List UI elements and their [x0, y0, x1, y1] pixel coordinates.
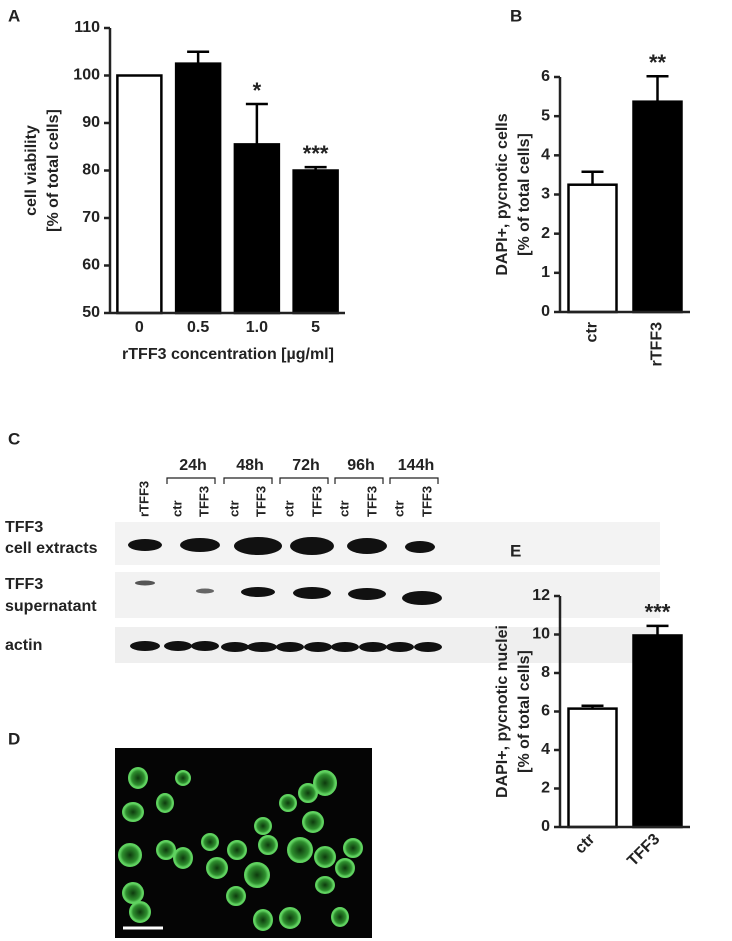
annotation: *** [645, 600, 671, 625]
timepoint-label: 72h [292, 457, 320, 474]
x-tick-label: 0 [135, 319, 144, 336]
panel-label: D [8, 729, 20, 748]
y-tick-label: 2 [541, 780, 550, 797]
y-tick-label: 70 [82, 209, 100, 226]
lane-label: TFF3 [364, 486, 379, 517]
lane-label: ctr [281, 500, 296, 517]
row-label: actin [5, 637, 42, 654]
y-tick-label: 80 [82, 162, 100, 179]
y-axis-label: [% of total cells] [45, 109, 62, 232]
y-tick-label: 12 [532, 587, 550, 604]
y-tick-label: 90 [82, 114, 100, 131]
bar [567, 183, 618, 314]
row-label: cell extracts [5, 540, 98, 557]
row-label: TFF3 [5, 519, 43, 536]
x-tick-label: ctr [572, 831, 598, 857]
timepoint-bracket [389, 477, 439, 484]
micrograph [115, 748, 372, 938]
y-tick-label: 5 [541, 107, 550, 124]
timepoint-bracket [279, 477, 329, 484]
timepoint-label: 96h [347, 457, 375, 474]
x-tick-label: 1.0 [246, 319, 268, 336]
x-tick-label: 5 [311, 319, 320, 336]
y-axis-label: DAPI+, pycnotic nuclei [494, 625, 511, 798]
panel-label: C [8, 429, 20, 448]
timepoint-label: 48h [236, 457, 264, 474]
y-axis-label: cell viability [23, 125, 40, 216]
annotation: ** [649, 50, 667, 75]
blot [115, 522, 660, 663]
panel-label: B [510, 6, 522, 25]
y-tick-label: 6 [541, 703, 550, 720]
annotation: *** [303, 141, 329, 166]
lane-label: ctr [391, 500, 406, 517]
blot-strip [115, 572, 660, 618]
bar [632, 100, 683, 314]
lane-label: rTFF3 [136, 481, 151, 517]
y-tick-label: 100 [73, 67, 100, 84]
bar [632, 634, 683, 829]
lane-label: ctr [169, 500, 184, 517]
y-tick-label: 10 [532, 626, 550, 643]
y-axis-label: [% of total cells] [516, 133, 533, 256]
y-tick-label: 4 [541, 741, 550, 758]
y-tick-label: 3 [541, 186, 550, 203]
panel-label: E [510, 541, 521, 560]
lane-label: TFF3 [419, 486, 434, 517]
y-tick-label: 60 [82, 257, 100, 274]
x-axis-label: rTFF3 concentration [µg/ml] [122, 346, 334, 363]
bar [174, 62, 222, 315]
lane-label: TFF3 [196, 486, 211, 517]
row-label: supernatant [5, 598, 97, 615]
timepoint-label: 144h [398, 457, 434, 474]
timepoint-label: 24h [179, 457, 207, 474]
y-axis-label: DAPI+, pycnotic cells [494, 113, 511, 275]
y-tick-label: 110 [74, 19, 100, 36]
y-tick-label: 2 [541, 225, 550, 242]
y-tick-label: 8 [541, 664, 550, 681]
row-label: TFF3 [5, 576, 43, 593]
x-tick-label: TFF3 [624, 831, 663, 870]
y-tick-label: 0 [541, 303, 550, 320]
cells [118, 767, 363, 931]
timepoint-bracket [334, 477, 384, 484]
bands [128, 537, 442, 652]
y-tick-label: 0 [541, 818, 550, 835]
x-tick-label: ctr [584, 322, 601, 342]
lane-label: TFF3 [309, 486, 324, 517]
annotation: * [253, 78, 262, 103]
bar [567, 707, 618, 829]
bar [292, 169, 339, 315]
y-tick-label: 1 [541, 264, 550, 281]
panel-label: A [8, 6, 20, 25]
y-tick-label: 50 [82, 304, 100, 321]
lane-label: ctr [226, 500, 241, 517]
timepoint-bracket [223, 477, 273, 484]
x-tick-label: 0.5 [187, 319, 209, 336]
y-tick-label: 6 [541, 68, 550, 85]
y-tick-label: 4 [541, 147, 550, 164]
bar [233, 143, 281, 315]
lane-label: TFF3 [253, 486, 268, 517]
lane-label: ctr [336, 500, 351, 517]
bar [116, 74, 163, 315]
x-tick-label: rTFF3 [649, 322, 666, 367]
y-axis-label: [% of total cells] [516, 650, 533, 773]
timepoint-bracket [166, 477, 216, 484]
